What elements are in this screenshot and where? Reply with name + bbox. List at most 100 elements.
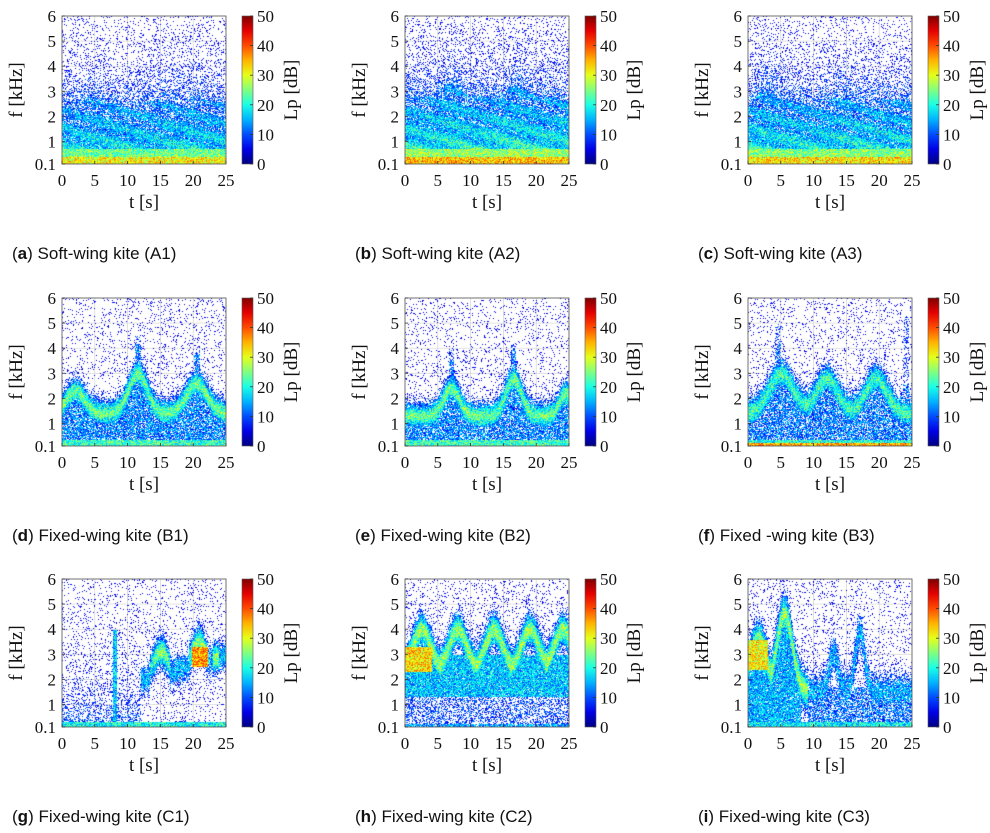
y-tick-label: 6 [48,7,57,26]
y-axis-label: f [kHz] [349,344,370,399]
y-tick-label: 6 [734,570,743,589]
panel-caption: (d) Fixed-wing kite (B1) [12,526,189,546]
caption-letter: i [703,807,709,826]
colorbar-tick-label: 30 [943,629,960,648]
panel-caption: (f) Fixed -wing kite (B3) [698,526,875,546]
colorbar [584,15,597,165]
colorbar [241,578,254,728]
x-tick-label: 15 [495,734,512,753]
x-tick-label: 20 [871,171,888,190]
x-tick-label: 25 [561,453,578,472]
caption-letter: a [17,244,28,263]
y-tick-label: 5 [48,595,57,614]
x-tick-label: 10 [462,734,479,753]
colorbar-label: Lp [dB] [281,60,302,121]
caption-open-paren: ( [698,526,704,545]
colorbar-tick-label: 20 [600,96,617,115]
y-tick-label: 4 [391,339,400,358]
x-tick-label: 0 [58,453,67,472]
colorbar-tick-label: 10 [257,407,274,426]
caption-text: ) Fixed-wing kite (C2) [371,807,533,826]
x-tick-label: 5 [91,171,100,190]
y-tick-label: 4 [48,57,57,76]
y-tick-label: 4 [734,620,743,639]
colorbar-label: Lp [dB] [624,623,645,684]
y-tick-label: 3 [734,82,743,101]
y-axis-label: f [kHz] [6,625,27,680]
spectrogram-panel-c2: 0 5 10 15 20 25 0.1 1 2 3 4 5 6 t [s] f [kHz] 0 10 20 30 40… [349,570,645,776]
x-axis-label: t [s] [472,474,502,495]
y-tick-label: 1 [391,414,400,433]
x-tick-label: 25 [561,734,578,753]
x-tick-label: 10 [462,171,479,190]
axes-frame [61,15,227,165]
colorbar-tick-label: 10 [600,688,617,707]
panel-caption: (i) Fixed-wing kite (C3) [698,807,870,827]
caption-letter: c [703,244,714,263]
spectrogram-panel-a1: 0 5 10 15 20 25 0.1 1 2 3 4 5 6 t [s] f [kHz] 0 10 20 30 40… [6,7,302,213]
spectrogram-panel-a3: 0 5 10 15 20 25 0.1 1 2 3 4 5 6 t [s] f [kHz] 0 10 20 30 40… [692,7,988,213]
x-tick-label: 20 [871,453,888,472]
caption-letter: b [360,244,372,263]
y-tick-label: 0.1 [721,155,742,174]
x-tick-label: 15 [495,453,512,472]
y-axis-label: f [kHz] [692,625,713,680]
y-axis-label: f [kHz] [349,62,370,117]
colorbar-tick-label: 20 [257,96,274,115]
y-tick-label: 2 [734,670,743,689]
colorbar-tick-label: 50 [257,7,274,26]
colorbar-tick-label: 0 [943,437,952,456]
x-tick-label: 5 [777,171,786,190]
y-tick-label: 6 [48,289,57,308]
colorbar-tick-label: 50 [600,289,617,308]
x-tick-label: 15 [152,734,169,753]
colorbar-tick-label: 20 [943,96,960,115]
x-tick-label: 25 [561,171,578,190]
y-tick-label: 1 [48,695,57,714]
x-axis-label: t [s] [815,474,845,495]
y-tick-label: 3 [391,82,400,101]
x-tick-label: 15 [495,171,512,190]
colorbar-tick-label: 20 [600,378,617,397]
y-tick-label: 0.1 [35,437,56,456]
caption-text: ) Soft-wing kite (A1) [27,244,177,263]
colorbar-tick-label: 40 [257,319,274,338]
caption-open-paren: ( [12,526,18,545]
x-tick-label: 10 [805,453,822,472]
y-tick-label: 1 [391,695,400,714]
y-tick-label: 4 [48,339,57,358]
x-axis-label: t [s] [815,755,845,776]
y-tick-label: 2 [48,670,57,689]
x-tick-label: 20 [528,734,545,753]
colorbar-tick-label: 50 [600,7,617,26]
colorbar-tick-label: 0 [600,155,609,174]
x-tick-label: 15 [152,171,169,190]
axes-frame [747,578,913,728]
x-tick-label: 5 [434,171,443,190]
colorbar-tick-label: 40 [257,37,274,56]
colorbar-tick-label: 10 [600,407,617,426]
x-tick-label: 20 [185,453,202,472]
x-tick-label: 25 [904,453,921,472]
colorbar-tick-label: 40 [600,319,617,338]
colorbar-tick-label: 10 [943,125,960,144]
spectrogram-panel-c1: 0 5 10 15 20 25 0.1 1 2 3 4 5 6 t [s] f [kHz] 0 10 20 30 40… [6,570,302,776]
y-tick-label: 5 [391,595,400,614]
y-tick-label: 0.1 [721,718,742,737]
y-tick-label: 5 [734,32,743,51]
y-tick-label: 4 [734,57,743,76]
axes-frame [61,578,227,728]
axes-frame [747,15,913,165]
y-axis-label: f [kHz] [692,62,713,117]
spectrogram-image [405,16,569,164]
x-tick-label: 5 [434,453,443,472]
colorbar-tick-label: 0 [943,155,952,174]
x-tick-label: 25 [904,734,921,753]
caption-open-paren: ( [355,807,361,826]
caption-open-paren: ( [12,807,18,826]
y-tick-label: 2 [391,107,400,126]
y-tick-label: 0.1 [35,155,56,174]
colorbar-tick-label: 10 [257,688,274,707]
spectrogram-panel-c3: 0 5 10 15 20 25 0.1 1 2 3 4 5 6 t [s] f [kHz] 0 10 20 30 40… [692,570,988,776]
